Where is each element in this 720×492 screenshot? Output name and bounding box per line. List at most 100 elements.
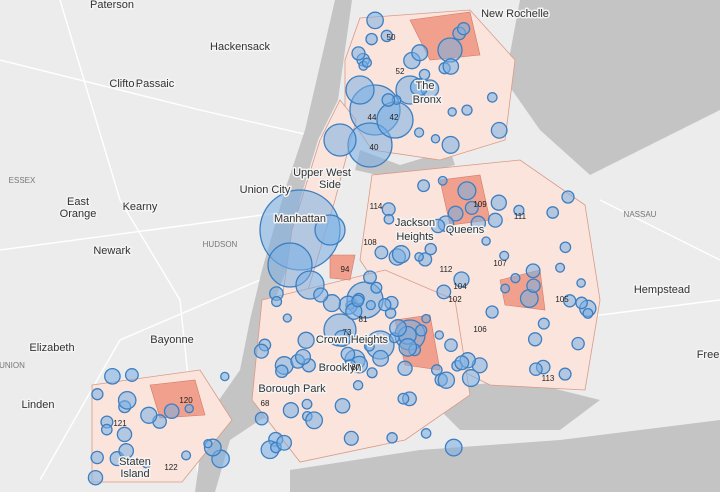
bubble [294, 348, 312, 365]
place-label: HUDSON [203, 240, 238, 249]
bubble [384, 307, 397, 319]
bubble [576, 278, 586, 288]
precinct-label: 113 [542, 374, 555, 383]
precinct-label: 121 [113, 419, 127, 428]
place-label: Brooklyn [319, 362, 362, 374]
bubble [527, 332, 543, 347]
bubble [487, 212, 503, 228]
bubble [254, 411, 269, 426]
bubble [220, 371, 230, 382]
precinct-label: 44 [368, 113, 377, 122]
bubble [397, 360, 413, 377]
place-label: Union City [240, 184, 291, 196]
bubble [366, 11, 384, 30]
bubble [282, 313, 292, 323]
bubble [453, 271, 470, 288]
precinct-label: 114 [370, 202, 383, 211]
bubble [444, 438, 463, 457]
precinct-label: 68 [261, 399, 270, 408]
place-label: Newark [93, 245, 131, 257]
precinct-label: 109 [473, 200, 487, 209]
bubble [434, 330, 445, 340]
bubble [87, 469, 104, 486]
bubble [323, 123, 357, 157]
bubble [351, 294, 365, 308]
bubble [334, 397, 351, 414]
bubble [365, 32, 378, 46]
bubble [340, 346, 356, 362]
precinct-label: 120 [179, 396, 193, 405]
place-label: Jackson Heights [395, 217, 435, 243]
bubble [381, 202, 396, 217]
bubble [444, 338, 458, 353]
bubble [100, 423, 113, 436]
bubble [351, 46, 366, 61]
precinct-label: 94 [341, 265, 350, 274]
bubble [301, 398, 313, 410]
bubble [559, 241, 572, 254]
bubble [481, 236, 491, 246]
bubble [414, 252, 424, 262]
bubble [90, 450, 104, 465]
bubble [282, 402, 300, 419]
precinct-label: 104 [453, 282, 467, 291]
place-label: Hempstead [634, 284, 690, 296]
bubble [389, 319, 407, 337]
bubble [510, 273, 521, 284]
precinct-label: 111 [514, 212, 527, 221]
bubble [381, 93, 396, 107]
bubble [380, 29, 394, 43]
bubble [470, 215, 487, 232]
bubble [411, 44, 429, 62]
precinct-label: 106 [473, 325, 487, 334]
bubble [343, 430, 359, 446]
bubble [447, 107, 457, 117]
bubble [363, 340, 375, 352]
place-label: Upper West Side [293, 167, 351, 191]
bubble [558, 367, 572, 381]
place-label: Free [697, 349, 720, 361]
bubble [575, 296, 588, 310]
precinct-label: 73 [343, 328, 352, 337]
place-label: The Bronx [413, 80, 442, 106]
precinct-label: 67 [352, 363, 361, 372]
precinct-label: 81 [359, 315, 368, 324]
bubble [571, 336, 585, 351]
bubble [116, 426, 133, 443]
precinct-label: 122 [164, 463, 178, 472]
bubble [352, 380, 364, 391]
place-label: Bayonne [150, 334, 193, 346]
place-label: UNION [0, 361, 25, 370]
place-label: Hackensack [210, 41, 270, 53]
bubble [409, 78, 429, 97]
place-label: Crown Heights [316, 334, 389, 346]
bubble [372, 349, 390, 367]
bubble [117, 390, 137, 410]
bubble [437, 371, 456, 389]
precinct-label: 108 [363, 238, 377, 247]
precinct-label: 42 [390, 113, 399, 122]
place-label: NASSAU [624, 210, 657, 219]
place-label: Staten Island [119, 456, 151, 480]
place-label: East Orange [60, 196, 97, 220]
bubble [529, 362, 543, 377]
precinct-label: 102 [448, 295, 462, 304]
bubble [447, 205, 464, 222]
bubble [430, 134, 441, 144]
bubble [345, 75, 375, 105]
bubble [413, 127, 425, 138]
bubble [485, 305, 499, 319]
bubble [363, 270, 377, 285]
bubble [513, 204, 525, 217]
bubble [537, 317, 550, 330]
bubble [370, 281, 383, 294]
bubble [184, 403, 194, 414]
bubble [305, 411, 324, 430]
place-label: Clifton [109, 78, 140, 90]
bubble [490, 194, 507, 211]
bubble [398, 338, 418, 357]
bubble [365, 299, 376, 311]
bubble [437, 175, 448, 186]
